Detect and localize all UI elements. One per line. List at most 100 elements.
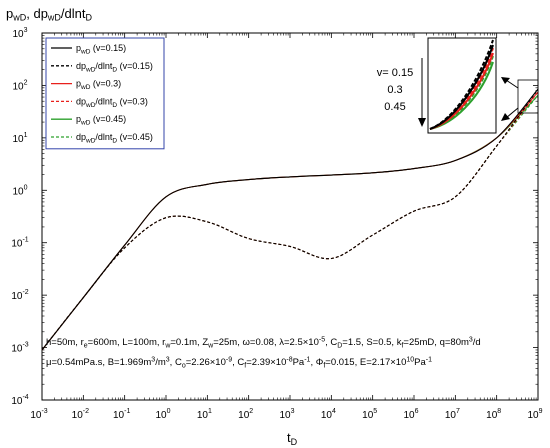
params-line-2-part: -9 [226, 357, 232, 364]
x-tick-base: 10 [113, 410, 125, 421]
x-tick-label: 103 [279, 408, 294, 421]
x-tick-label: 107 [445, 408, 460, 421]
params-line-2-part: 3 [151, 357, 155, 364]
y-tick-base: 10 [12, 186, 24, 197]
params-line-1-part: =25mD, q=80m [403, 337, 469, 348]
inset-box [427, 37, 497, 134]
legend-label-3-part: dp [76, 96, 86, 106]
x-tick-label: 101 [197, 408, 212, 421]
y-tick-base: 10 [11, 396, 23, 407]
legend-label-2-part: (v=0.3) [90, 79, 121, 89]
x-tick-exp: 7 [456, 408, 460, 415]
legend-label-1-part: wD [85, 66, 96, 73]
legend-label-5-part: dp [76, 132, 86, 142]
legend-label-0-part: wD [80, 49, 91, 56]
x-tick-base: 10 [72, 410, 84, 421]
y-tick-exp: 3 [24, 27, 28, 34]
x-tick-exp: 2 [249, 408, 253, 415]
x-axis-title-sub: D [291, 437, 298, 447]
y-tick-label: 102 [12, 79, 27, 92]
x-axis-title-main: t [287, 430, 291, 445]
legend-label-5: dpwD/dlntD (v=0.45) [76, 132, 153, 145]
x-tick-base: 10 [197, 410, 209, 421]
legend-label-0-part: (v=0.15) [90, 43, 126, 53]
y-axis-title-part: /dlnt [61, 6, 86, 21]
params-line-1-part: , C [325, 337, 337, 348]
legend-label-5-part: /dlnt [95, 132, 113, 142]
x-tick-base: 10 [486, 410, 498, 421]
x-tick-exp: -2 [83, 408, 89, 415]
x-tick-base: 10 [527, 410, 539, 421]
params-line-2-part: f [323, 363, 325, 370]
x-tick-base: 10 [362, 410, 374, 421]
params-line-1-part: 3 [469, 337, 473, 344]
y-tick-base: 10 [12, 81, 24, 92]
x-tick-base: 10 [403, 410, 415, 421]
params-line-1-part: =600m, L=100m, r [88, 337, 166, 348]
inset-label-1: 0.3 [387, 84, 402, 96]
zoom-region-box [517, 79, 539, 114]
y-axis-title-part: , dp [26, 6, 48, 21]
y-axis-title-part: wD [47, 13, 61, 23]
y-tick-exp: -3 [22, 342, 28, 349]
x-tick-base: 10 [238, 410, 250, 421]
y-tick-base: 10 [11, 239, 23, 250]
zoom-pointer-upper-head [501, 77, 510, 84]
params-line-2-part: -8 [286, 357, 292, 364]
legend-label-5-part: wD [85, 138, 96, 145]
zoom-pointer-upper [505, 79, 519, 89]
params-line-2-part: 10 [406, 357, 414, 364]
legend-label-5-part: D [112, 138, 117, 145]
params-line-2-part: f [244, 363, 246, 370]
inset-arrow-head [418, 118, 426, 127]
params-line-1-part: w [164, 343, 171, 350]
params-line-2-part: -1 [304, 357, 310, 364]
x-tick-exp: 6 [415, 408, 419, 415]
legend-label-2: pwD (v=0.3) [76, 79, 121, 92]
params-line-2-part: =0.015, E=2.17×10 [325, 357, 406, 368]
y-tick-label: 100 [12, 184, 27, 197]
x-tick-label: 102 [238, 408, 253, 421]
legend-box [45, 37, 165, 150]
y-tick-label: 103 [12, 27, 27, 40]
y-tick-label: 101 [12, 132, 27, 145]
y-tick-label: 10-3 [11, 342, 28, 355]
y-tick-base: 10 [12, 29, 24, 40]
series-line-0 [41, 88, 539, 351]
x-tick-label: 104 [321, 408, 336, 421]
legend-label-5-part: (v=0.45) [117, 132, 153, 142]
x-tick-label: 105 [362, 408, 377, 421]
legend-label-4: pwD (v=0.45) [76, 114, 126, 127]
x-tick-label: 10-3 [30, 408, 47, 421]
params-line-1-part: =25m, ω=0.08, λ=2.5×10 [213, 337, 319, 348]
legend: pwD (v=0.15)dpwD/dlntD (v=0.15)pwD (v=0.… [45, 37, 165, 150]
y-axis-title: pwD, dpwD/dlntD [6, 6, 93, 23]
zoom-pointer-lower-head [501, 113, 510, 121]
legend-label-1-part: D [112, 66, 117, 73]
params-line-2-part: , C [232, 357, 244, 368]
params-line-2-part: =2.26×10 [186, 357, 226, 368]
x-tick-label: 106 [403, 408, 418, 421]
x-tick-base: 10 [279, 410, 291, 421]
zoom-inset: v= 0.15 0.3 0.45 [377, 37, 539, 134]
y-tick-base: 10 [11, 344, 23, 355]
legend-label-4-part: p [76, 114, 81, 124]
params-line-2-part: -1 [426, 357, 432, 364]
y-tick-base: 10 [11, 291, 23, 302]
y-tick-exp: 1 [24, 132, 28, 139]
x-tick-base: 10 [321, 410, 333, 421]
legend-label-3-part: D [112, 102, 117, 109]
params-line-1-part: f [401, 343, 403, 350]
axis-ticks [41, 32, 539, 401]
legend-label-0-part: p [76, 43, 81, 53]
x-tick-label: 100 [155, 408, 170, 421]
legend-label-1-part: /dlnt [95, 61, 113, 71]
params-line-1-part: =0.1m, Z [170, 337, 208, 348]
params-line-1-part: e [84, 343, 88, 350]
inset-curve-5 [429, 39, 494, 130]
y-tick-base: 10 [12, 134, 24, 145]
params-line-2-part: Pa [293, 357, 305, 368]
legend-label-3: dpwD/dlntD (v=0.3) [76, 96, 148, 109]
